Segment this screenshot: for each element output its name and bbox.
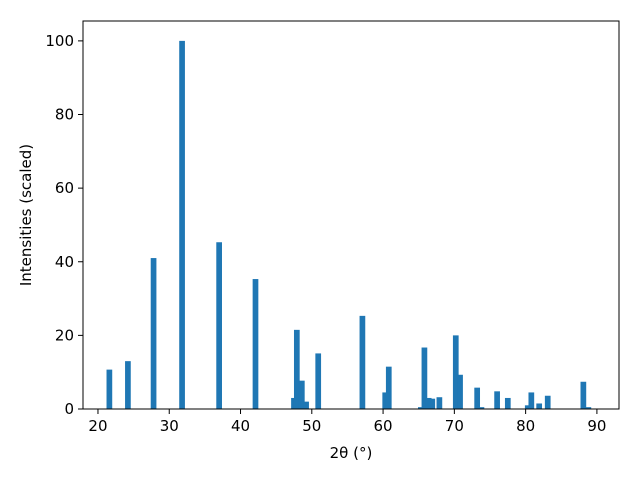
bar — [106, 369, 113, 409]
bar — [359, 315, 366, 409]
bar — [421, 347, 428, 409]
x-tick-label: 70 — [445, 417, 464, 435]
x-tick-label: 80 — [516, 417, 535, 435]
bar — [382, 392, 389, 409]
bar — [436, 397, 443, 409]
y-tick-label: 20 — [55, 326, 74, 344]
bar — [524, 405, 531, 409]
bar — [580, 381, 587, 409]
bar — [478, 407, 485, 409]
x-tick-label: 40 — [231, 417, 250, 435]
y-tick-label: 80 — [55, 106, 74, 124]
bar — [528, 392, 535, 409]
bar — [474, 387, 481, 409]
bar — [429, 398, 436, 409]
bar — [504, 397, 511, 409]
bar — [252, 279, 259, 409]
bar — [585, 407, 592, 409]
x-axis-label: 2θ (°) — [330, 444, 373, 462]
plot-frame — [82, 20, 620, 410]
bar — [315, 353, 322, 409]
bar — [125, 361, 131, 409]
bar — [303, 401, 309, 409]
x-tick-label: 50 — [302, 417, 321, 435]
y-tick-label: 40 — [55, 253, 74, 271]
x-tick-label: 60 — [374, 417, 393, 435]
bar — [291, 397, 297, 409]
y-tick-label: 0 — [64, 400, 74, 418]
bar — [536, 403, 543, 409]
bar — [418, 407, 424, 409]
bar — [425, 397, 432, 409]
x-tick-label: 90 — [587, 417, 606, 435]
bar — [544, 395, 551, 409]
bar — [293, 329, 300, 409]
bar — [452, 335, 459, 409]
y-axis-label: Intensities (scaled) — [17, 144, 35, 286]
bar — [216, 242, 222, 409]
bar — [298, 380, 305, 409]
y-tick-label: 60 — [55, 179, 74, 197]
bar — [385, 366, 392, 409]
bar — [494, 391, 500, 409]
bar — [150, 258, 157, 409]
x-tick-label: 30 — [160, 417, 179, 435]
x-tick-label: 20 — [88, 417, 107, 435]
y-tick-label: 100 — [45, 32, 74, 50]
bar — [179, 40, 185, 409]
bar — [457, 374, 463, 409]
